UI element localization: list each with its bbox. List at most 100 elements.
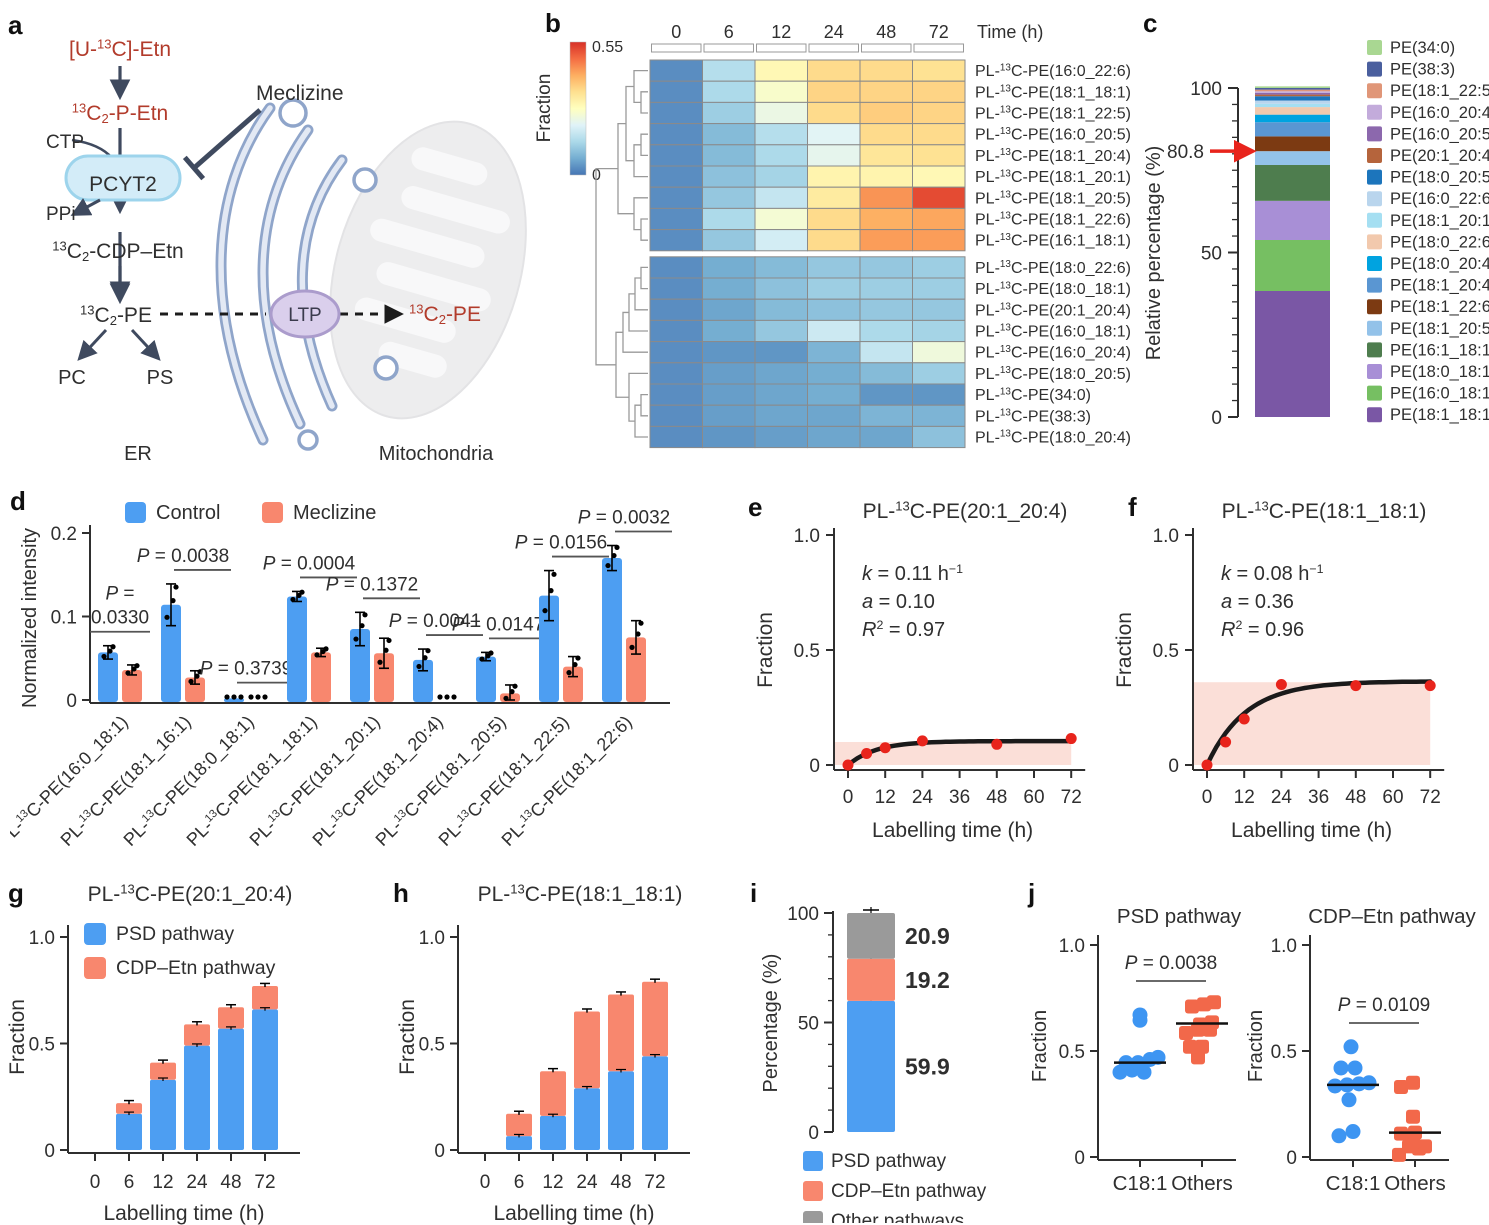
svg-text:1.0: 1.0: [794, 526, 820, 547]
svg-text:PE(18:0_22:6): PE(18:0_22:6): [1390, 233, 1489, 251]
svg-text:100: 100: [1190, 79, 1222, 100]
svg-text:Meclizine: Meclizine: [293, 502, 376, 524]
svg-text:Others: Others: [1171, 1172, 1233, 1195]
svg-text:Labelling time (h): Labelling time (h): [872, 819, 1033, 842]
svg-text:PL-13C-PE(16:0_20:5): PL-13C-PE(16:0_20:5): [975, 126, 1131, 144]
svg-text:Fraction: Fraction: [396, 999, 419, 1075]
svg-text:PL-13C-PE(18:1_20:5): PL-13C-PE(18:1_20:5): [975, 190, 1131, 208]
svg-text:0: 0: [480, 1172, 491, 1193]
svg-text:PL-13C-PE(16:0_20:4): PL-13C-PE(16:0_20:4): [975, 344, 1131, 362]
svg-text:1.0: 1.0: [1271, 936, 1297, 957]
svg-text:13C2-PE: 13C2-PE: [80, 302, 152, 328]
panel-i: 0 50 100 Percentage (%) 59.9 19.2 20.9 PSD path…: [755, 865, 1035, 1225]
svg-text:0: 0: [1211, 408, 1222, 429]
svg-text:0.55: 0.55: [592, 39, 623, 56]
svg-text:60: 60: [1382, 787, 1403, 808]
svg-text:Fraction: Fraction: [534, 74, 555, 143]
svg-text:59.9: 59.9: [905, 1053, 950, 1079]
svg-text:0: 0: [434, 1141, 445, 1162]
svg-text:24: 24: [824, 22, 844, 42]
svg-text:PL-13C-PE(20:1_20:4): PL-13C-PE(20:1_20:4): [88, 881, 293, 906]
svg-text:13C2-PE: 13C2-PE: [409, 301, 481, 327]
svg-text:6: 6: [124, 1172, 135, 1193]
svg-text:0: 0: [66, 691, 77, 712]
panel-d-label: d: [10, 486, 26, 516]
svg-text:Control: Control: [156, 502, 220, 524]
svg-text:0: 0: [44, 1141, 55, 1162]
panel-j-label: j: [1028, 878, 1036, 908]
svg-text:P = 0.0004: P = 0.0004: [263, 553, 356, 574]
svg-text:PE(34:0): PE(34:0): [1390, 39, 1455, 57]
svg-text:Labelling time (h): Labelling time (h): [493, 1202, 654, 1225]
svg-text:R2 = 0.97: R2 = 0.97: [862, 618, 945, 641]
stacked-bar-figure: 0 50 100 80.8 PE(34:0) PE(38:3) PE(18:1_22:5) P…: [1143, 39, 1489, 429]
svg-text:PCYT2: PCYT2: [89, 173, 157, 196]
svg-text:72: 72: [929, 22, 949, 42]
svg-text:PL-13C-PE(20:1_20:4): PL-13C-PE(20:1_20:4): [863, 498, 1068, 523]
svg-text:1.0: 1.0: [1153, 526, 1179, 547]
svg-text:CTP: CTP: [46, 132, 84, 153]
svg-text:PL-13C-PE(18:1_18:1): PL-13C-PE(18:1_18:1): [1222, 498, 1427, 523]
svg-text:a = 0.10: a = 0.10: [862, 591, 935, 613]
svg-text:72: 72: [1420, 787, 1441, 808]
svg-text:1.0: 1.0: [1059, 936, 1085, 957]
svg-text:0.1: 0.1: [51, 608, 77, 629]
svg-text:a = 0.36: a = 0.36: [1221, 591, 1294, 613]
percentage-bar-figure: 0 50 100 Percentage (%) 59.9 19.2 20.9 PSD path…: [760, 904, 987, 1225]
pathway-bars-h: PL-13C-PE(18:1_18:1) 0 0.5 1.0 Fraction 0 6 12 2…: [396, 881, 690, 1225]
svg-text:k = 0.11 h−1: k = 0.11 h−1: [862, 562, 963, 585]
svg-text:0.5: 0.5: [419, 1035, 445, 1056]
svg-text:PL-13C-PE(16:0_18:1): PL-13C-PE(16:0_18:1): [975, 323, 1131, 341]
svg-text:100: 100: [787, 904, 819, 925]
dot-plots-figure: PSD pathway 0 0.5 1.0 Fraction P = 0.0038 C18:…: [1029, 905, 1476, 1195]
svg-text:P = 0.3739: P = 0.3739: [200, 659, 292, 680]
svg-text:PE(18:1_18:1): PE(18:1_18:1): [1390, 406, 1489, 424]
svg-text:PE(18:1_22:5): PE(18:1_22:5): [1390, 82, 1489, 100]
svg-text:20.9: 20.9: [905, 923, 950, 949]
panel-h: PL-13C-PE(18:1_18:1) 0 0.5 1.0 Fraction 0 6 12 2…: [390, 865, 780, 1225]
svg-text:19.2: 19.2: [905, 967, 950, 993]
svg-text:0: 0: [1168, 756, 1179, 777]
svg-text:PL-13C-PE(18:0_22:6): PL-13C-PE(18:0_22:6): [975, 259, 1131, 277]
svg-text:24: 24: [912, 787, 934, 808]
svg-text:6: 6: [724, 22, 734, 42]
svg-text:PE(18:1_20:1): PE(18:1_20:1): [1390, 212, 1489, 230]
svg-text:13C2-CDP–Etn: 13C2-CDP–Etn: [52, 238, 183, 264]
svg-text:50: 50: [798, 1014, 819, 1035]
svg-text:0.5: 0.5: [29, 1035, 55, 1056]
svg-text:12: 12: [542, 1172, 563, 1193]
svg-text:PL-13C-PE(18:1_22:6): PL-13C-PE(18:1_22:6): [498, 712, 637, 851]
svg-text:ER: ER: [124, 443, 152, 465]
svg-text:PL-13C-PE(18:1_20:1): PL-13C-PE(18:1_20:1): [975, 168, 1131, 186]
svg-text:PE(38:3): PE(38:3): [1390, 61, 1455, 79]
svg-text:1.0: 1.0: [29, 928, 55, 949]
svg-text:80.8: 80.8: [1167, 142, 1204, 163]
svg-text:60: 60: [1023, 787, 1044, 808]
svg-text:Others: Others: [1384, 1172, 1446, 1195]
svg-text:Percentage (%): Percentage (%): [760, 954, 782, 1093]
svg-text:Relative percentage (%): Relative percentage (%): [1143, 146, 1165, 361]
svg-text:Fraction: Fraction: [1113, 612, 1136, 688]
svg-text:k = 0.08 h−1: k = 0.08 h−1: [1221, 562, 1324, 585]
svg-text:72: 72: [1061, 787, 1082, 808]
svg-text:Labelling time (h): Labelling time (h): [103, 1202, 264, 1225]
svg-text:0.5: 0.5: [1153, 641, 1179, 662]
svg-text:Meclizine: Meclizine: [256, 82, 344, 105]
svg-text:0: 0: [843, 787, 854, 808]
svg-text:0.5: 0.5: [1059, 1042, 1085, 1063]
svg-text:CDP–Etn pathway: CDP–Etn pathway: [831, 1181, 987, 1202]
svg-text:72: 72: [254, 1172, 275, 1193]
svg-text:PL-13C-PE(18:0_18:1): PL-13C-PE(18:0_18:1): [975, 280, 1131, 298]
svg-text:PE(18:1_20:4): PE(18:1_20:4): [1390, 277, 1489, 295]
svg-text:Normalized intensity: Normalized intensity: [19, 528, 41, 708]
svg-text:12: 12: [152, 1172, 173, 1193]
svg-text:48: 48: [1345, 787, 1366, 808]
panel-f-label: f: [1128, 492, 1137, 522]
grouped-bar-figure: 0 0.1 0.2 Normalized intensity Control Mecliz…: [0, 502, 672, 851]
svg-text:PE(16:0_20:5): PE(16:0_20:5): [1390, 125, 1489, 143]
svg-text:24: 24: [576, 1172, 598, 1193]
svg-text:LTP: LTP: [288, 305, 321, 326]
panel-e-label: e: [748, 492, 763, 522]
svg-text:12: 12: [1234, 787, 1255, 808]
